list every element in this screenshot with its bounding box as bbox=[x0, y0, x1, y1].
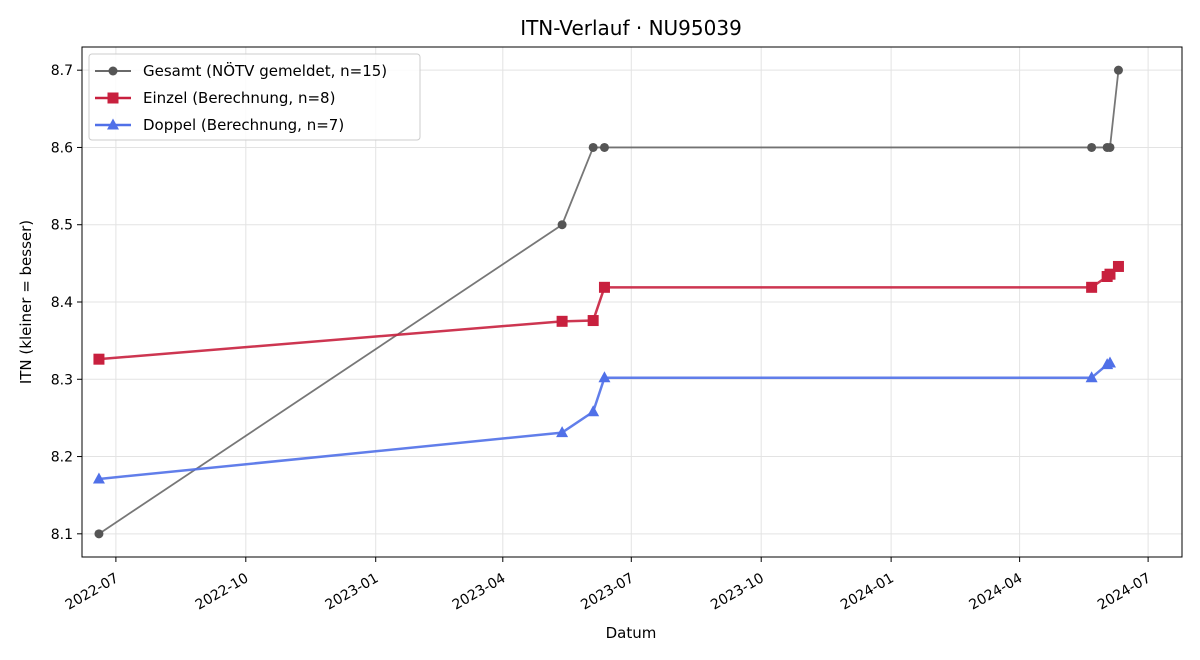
einzel-series bbox=[93, 260, 1124, 365]
gesamt-data-point bbox=[588, 142, 598, 152]
doppel-data-point bbox=[92, 472, 105, 484]
y-axis-label: ITN (kleiner = besser) bbox=[17, 220, 35, 384]
x-axis-label: Datum bbox=[606, 624, 657, 642]
doppel-data-point bbox=[598, 371, 611, 383]
gesamt-data-point bbox=[599, 142, 609, 152]
einzel-data-point bbox=[93, 353, 105, 365]
gesamt-data-point bbox=[557, 220, 567, 230]
legend: Gesamt (NÖTV gemeldet, n=15) Einzel (Bere… bbox=[88, 53, 421, 141]
y-tick-label: 8.5 bbox=[51, 218, 73, 234]
gesamt-data-point bbox=[1087, 142, 1097, 152]
series-layer bbox=[92, 65, 1124, 539]
legend-einzel-marker bbox=[107, 92, 119, 104]
y-tick-label: 8.4 bbox=[51, 295, 73, 311]
legend-doppel-label: Doppel (Berechnung, n=7) bbox=[143, 116, 344, 134]
einzel-data-point bbox=[598, 281, 610, 293]
chart-title: ITN-Verlauf · NU95039 bbox=[520, 16, 742, 40]
legend-gesamt-marker bbox=[108, 66, 118, 76]
doppel-series bbox=[92, 356, 1116, 484]
gesamt-data-point bbox=[1113, 65, 1123, 75]
legend-gesamt-label: Gesamt (NÖTV gemeldet, n=15) bbox=[143, 61, 387, 80]
legend-box bbox=[88, 53, 421, 141]
y-axis-ticks: 8.1 8.2 8.3 8.4 8.5 8.6 8.7 bbox=[51, 63, 82, 543]
doppel-data-point bbox=[1085, 371, 1098, 383]
y-tick-label: 8.3 bbox=[51, 372, 73, 388]
einzel-data-point bbox=[556, 315, 568, 327]
y-tick-label: 8.1 bbox=[51, 527, 73, 543]
doppel-data-point bbox=[1103, 356, 1116, 368]
legend-einzel-label: Einzel (Berechnung, n=8) bbox=[143, 89, 335, 107]
legend-doppel-marker bbox=[107, 118, 119, 130]
gesamt-data-point bbox=[94, 529, 104, 539]
y-tick-label: 8.2 bbox=[51, 450, 73, 466]
einzel-data-point bbox=[587, 315, 599, 327]
gesamt-data-point bbox=[1105, 142, 1115, 152]
doppel-data-point bbox=[556, 426, 569, 438]
einzel-data-point bbox=[1086, 281, 1098, 293]
einzel-data-point bbox=[1112, 260, 1124, 272]
einzel-data-point bbox=[1104, 268, 1116, 280]
y-tick-label: 8.7 bbox=[51, 63, 73, 79]
gesamt-series bbox=[94, 65, 1123, 539]
doppel-data-point bbox=[587, 405, 600, 417]
y-tick-label: 8.6 bbox=[51, 140, 73, 156]
